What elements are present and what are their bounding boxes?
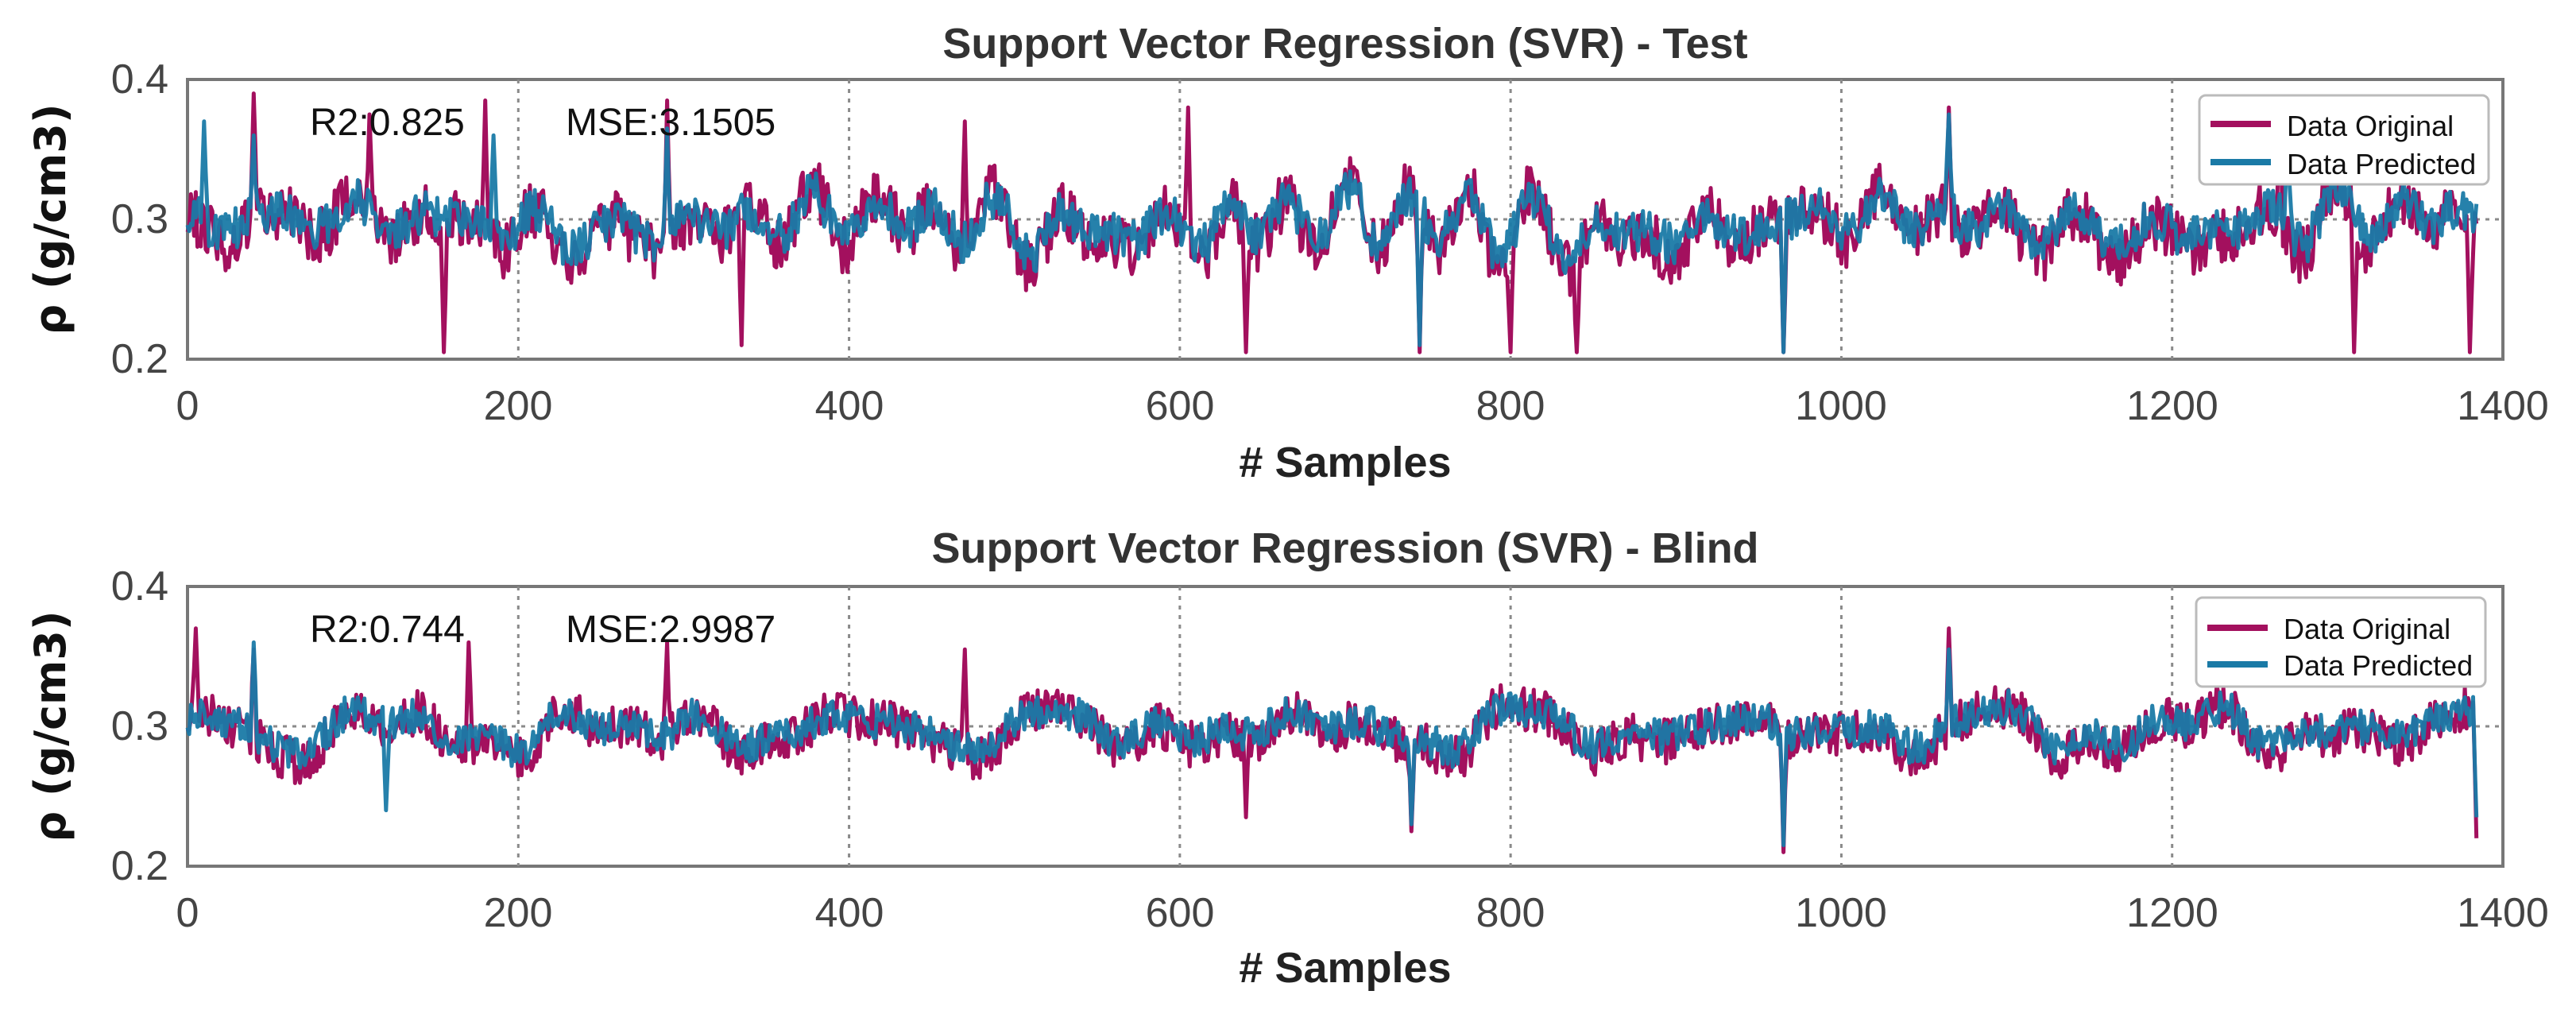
x-axis-label: # Samples <box>1239 944 1451 992</box>
x-tick-label: 800 <box>1476 890 1545 936</box>
y-axis-label: ρ (g/cm3) <box>25 103 75 335</box>
x-tick-label: 800 <box>1476 383 1545 429</box>
x-axis-label: # Samples <box>1239 439 1451 486</box>
mse-annotation: MSE:2.9987 <box>566 609 776 651</box>
y-tick-label: 0.3 <box>111 703 168 749</box>
y-tick-labels: 0.2 0.3 0.4 <box>111 56 168 382</box>
x-tick-label: 1200 <box>2126 383 2218 429</box>
y-tick-label: 0.2 <box>111 336 168 382</box>
x-tick-labels: 0 200 400 600 800 1000 1200 1400 <box>176 890 2549 936</box>
legend-label-predicted: Data Predicted <box>2287 148 2476 180</box>
x-tick-label: 200 <box>484 890 553 936</box>
legend: Data Original Data Predicted <box>2198 94 2490 186</box>
mse-annotation: MSE:3.1505 <box>566 102 776 144</box>
legend-box <box>2198 94 2490 186</box>
x-tick-label: 1000 <box>1795 890 1887 936</box>
r2-annotation: R2:0.825 <box>310 102 465 144</box>
x-tick-label: 600 <box>1146 383 1215 429</box>
series-line-original <box>185 626 2479 854</box>
x-tick-label: 1400 <box>2457 890 2549 936</box>
chart-title: Support Vector Regression (SVR) - Test <box>942 20 1747 68</box>
y-tick-label: 0.3 <box>111 196 168 242</box>
y-tick-label: 0.4 <box>111 563 168 610</box>
grid-group <box>188 79 2503 359</box>
legend: Data Original Data Predicted <box>2195 596 2487 688</box>
x-tick-label: 600 <box>1146 890 1215 936</box>
y-tick-label: 0.2 <box>111 843 168 889</box>
legend-label-original: Data Original <box>2287 110 2454 142</box>
x-tick-label: 1400 <box>2457 383 2549 429</box>
x-tick-label: 400 <box>815 383 884 429</box>
series-group <box>185 91 2479 354</box>
chart-title: Support Vector Regression (SVR) - Blind <box>931 524 1758 572</box>
legend-label-original: Data Original <box>2284 613 2450 645</box>
panel-blind: Support Vector Regression (SVR) - Blind … <box>25 524 2549 992</box>
legend-box <box>2195 596 2487 688</box>
series-line-predicted <box>185 640 2479 848</box>
series-group <box>185 626 2479 854</box>
y-axis-label: ρ (g/cm3) <box>25 610 75 842</box>
y-tick-label: 0.4 <box>111 56 168 103</box>
x-tick-label: 0 <box>176 383 199 429</box>
x-tick-label: 0 <box>176 890 199 936</box>
y-tick-labels: 0.2 0.3 0.4 <box>111 563 168 889</box>
x-tick-label: 1000 <box>1795 383 1887 429</box>
panel-test: Support Vector Regression (SVR) - Test #… <box>25 20 2549 486</box>
x-tick-labels: 0 200 400 600 800 1000 1200 1400 <box>176 383 2549 429</box>
x-tick-label: 400 <box>815 890 884 936</box>
x-tick-label: 200 <box>484 383 553 429</box>
x-tick-label: 1200 <box>2126 890 2218 936</box>
legend-label-predicted: Data Predicted <box>2284 649 2473 682</box>
r2-annotation: R2:0.744 <box>310 609 465 651</box>
series-line-predicted <box>185 112 2479 354</box>
